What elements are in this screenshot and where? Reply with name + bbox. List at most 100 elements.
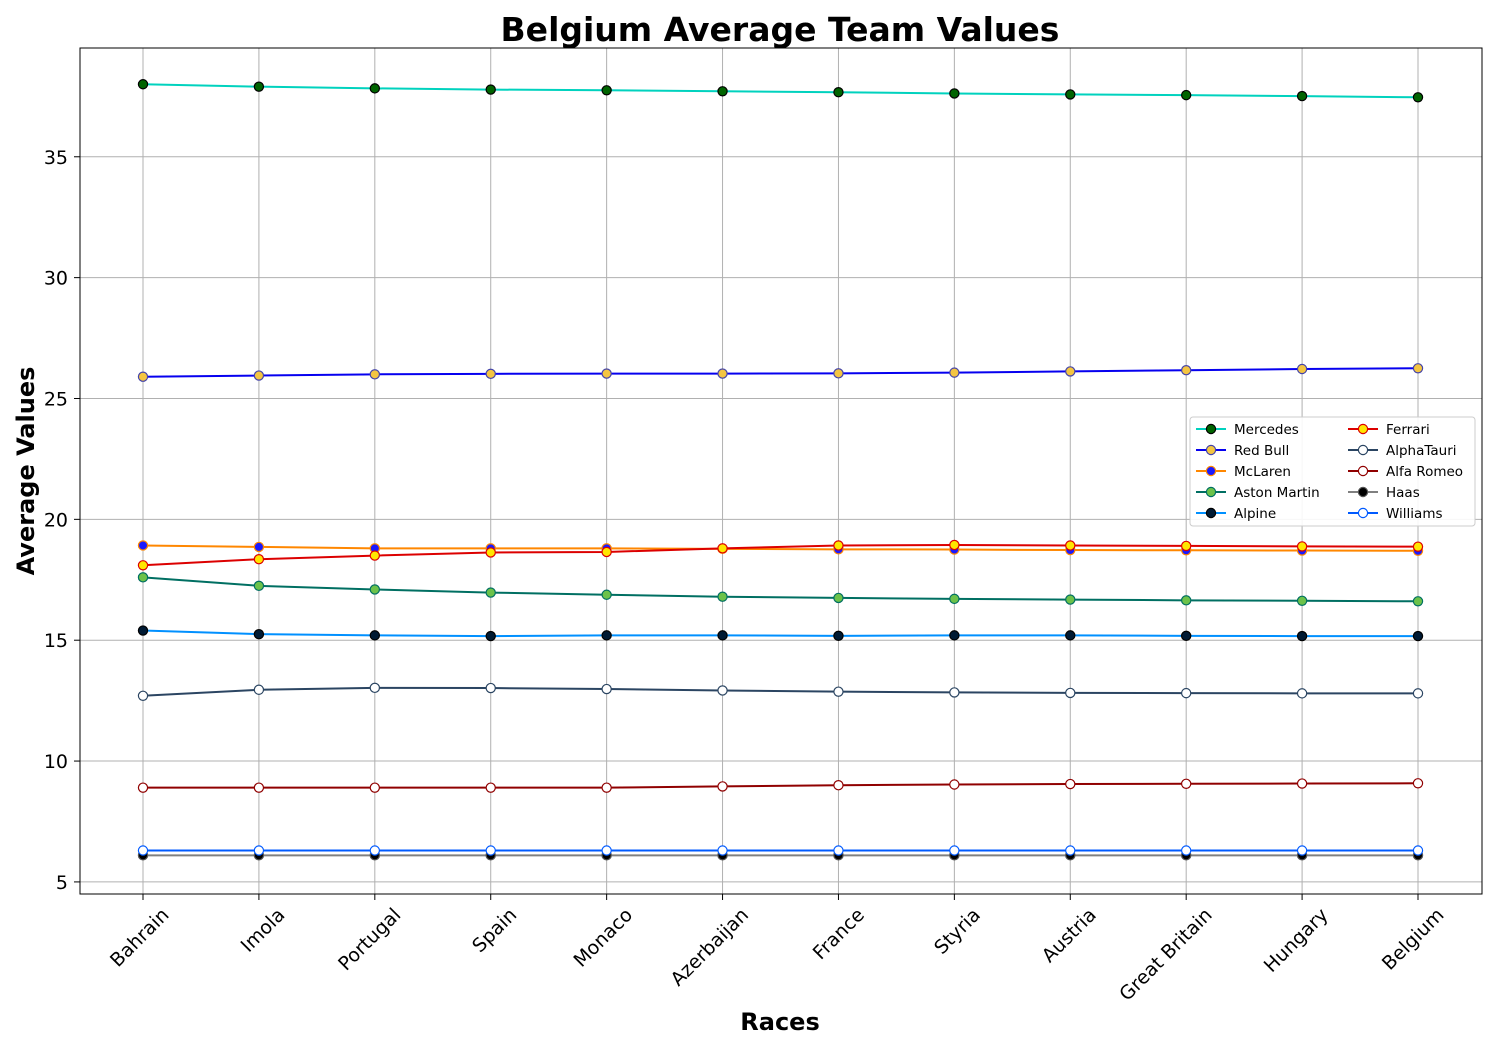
data-point (1412, 688, 1424, 699)
data-point (601, 630, 612, 641)
legend-item: Red Bull (1196, 443, 1289, 459)
data-point (137, 79, 149, 90)
x-tick-label: Bahrain (106, 904, 174, 972)
data-point (253, 541, 265, 553)
series-ferrari (137, 539, 1424, 571)
series-layer (137, 79, 1424, 861)
data-point (1296, 90, 1308, 102)
data-point (833, 592, 844, 604)
data-point (949, 539, 960, 551)
data-point (717, 86, 728, 97)
data-point (1180, 630, 1192, 642)
series-red-bull (137, 363, 1424, 382)
data-point (601, 782, 612, 793)
legend: Mercedes Red Bull McLaren Aston Martin Alpin… (1189, 416, 1476, 527)
x-tick-label: Portugal (334, 904, 405, 975)
y-axis-label: Average Values (12, 367, 40, 576)
data-point (1180, 365, 1192, 376)
y-tick-label: 5 (56, 872, 68, 894)
data-point (601, 546, 612, 558)
y-tick-label: 30 (44, 268, 68, 290)
legend-label: McLaren (1234, 464, 1291, 480)
x-tick-label: France (809, 904, 869, 964)
data-point (833, 87, 844, 98)
data-point (485, 845, 496, 856)
x-tick-label: Hungary (1260, 904, 1333, 977)
plot-frame (79, 47, 1483, 895)
data-point (1412, 630, 1424, 642)
data-point (1065, 89, 1076, 100)
legend-label: Red Bull (1234, 443, 1289, 459)
data-point (137, 572, 149, 583)
y-tick-label: 10 (44, 751, 68, 773)
x-tick-label: Belgium (1378, 904, 1449, 975)
series-alfa-romeo (137, 778, 1424, 793)
series-line (142, 367, 1419, 378)
legend-marker (1205, 465, 1217, 477)
y-tick-label: 20 (44, 509, 68, 531)
legend-label: Aston Martin (1234, 485, 1320, 501)
data-point (1180, 778, 1192, 789)
data-point (253, 554, 265, 565)
legend-box (1189, 416, 1476, 527)
data-point (137, 560, 149, 571)
y-tick-label: 35 (44, 147, 68, 169)
data-point (717, 543, 728, 554)
series-mclaren (137, 540, 1424, 556)
grid (80, 48, 1482, 894)
data-point (1065, 778, 1076, 790)
series-line (142, 629, 1418, 638)
x-tick-label: Styria (930, 904, 985, 959)
data-point (1296, 363, 1308, 375)
series-line (142, 686, 1418, 697)
data-point (1296, 845, 1308, 856)
data-point (253, 845, 265, 856)
series-haas (137, 850, 1424, 861)
data-point (601, 683, 612, 695)
data-point (253, 580, 265, 592)
data-point (949, 593, 960, 605)
data-point (717, 845, 728, 856)
legend-marker (1205, 423, 1217, 435)
data-point (253, 370, 265, 381)
data-point (601, 368, 612, 379)
data-point (1412, 778, 1424, 789)
legend-item: Alfa Romeo (1348, 464, 1463, 480)
legend-marker (1357, 465, 1369, 477)
data-point (485, 782, 496, 793)
y-tick-label: 25 (44, 388, 68, 410)
data-point (253, 684, 265, 695)
data-point (137, 782, 149, 793)
data-point (137, 625, 149, 636)
legend-item: Aston Martin (1196, 485, 1320, 501)
data-point (369, 83, 381, 94)
data-point (717, 591, 728, 602)
data-point (253, 81, 265, 92)
series-williams (137, 845, 1424, 856)
legend-marker (1357, 507, 1369, 519)
legend-item: Haas (1348, 485, 1420, 501)
data-point (1180, 89, 1192, 101)
data-point (949, 687, 960, 698)
data-point (601, 589, 612, 600)
data-point (1296, 541, 1308, 552)
data-point (1065, 630, 1076, 641)
data-point (1412, 363, 1424, 374)
data-point (1065, 540, 1076, 551)
x-axis-label: Races (740, 1008, 819, 1036)
data-point (137, 540, 149, 551)
x-tick-label: Azerbaijan (667, 904, 754, 991)
data-point (1412, 845, 1424, 856)
series-alphatauri (137, 682, 1424, 701)
data-point (369, 584, 381, 595)
data-point (833, 540, 844, 551)
data-point (717, 630, 728, 641)
x-tick-label: Monaco (569, 904, 637, 972)
legend-label: Ferrari (1386, 422, 1430, 438)
legend-item: Williams (1348, 506, 1443, 522)
data-point (369, 630, 381, 641)
data-point (485, 547, 496, 558)
data-point (137, 371, 149, 382)
legend-label: Alfa Romeo (1386, 464, 1463, 480)
